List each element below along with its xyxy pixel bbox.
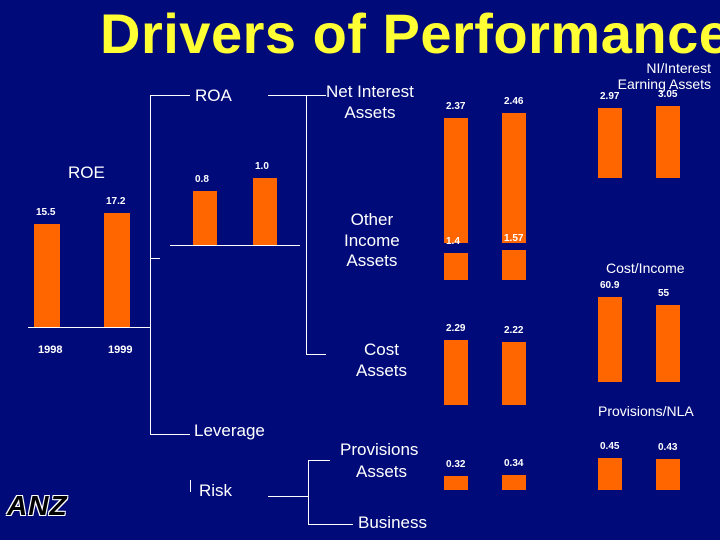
cost-income-value-label: 60.9 (600, 280, 620, 291)
roa-bar (193, 191, 217, 245)
provisions-nla-bar (656, 459, 680, 490)
ni-interest-earning-assets-bar (598, 108, 622, 178)
business-label: Business (358, 513, 427, 532)
cost-assets-label: Cost Assets (356, 340, 408, 380)
connector-line (308, 460, 330, 461)
cost-income-value-label: 55 (658, 288, 670, 299)
provisions-assets-bar (444, 476, 468, 490)
roe-value-label: 17.2 (106, 196, 126, 207)
connector-line (306, 95, 307, 355)
cost-assets-value-label: 2.22 (504, 325, 524, 336)
other-income-assets-bar (444, 253, 468, 280)
roe-bar (104, 213, 130, 327)
roa-value-label: 1.0 (255, 161, 269, 172)
cost-income-bar (598, 297, 622, 382)
roa-axis-line (170, 245, 300, 246)
other-income-assets-value-label: 1.57 (504, 233, 524, 244)
net-interest-assets-bar (444, 118, 468, 243)
provisions-nla-value-label: 0.43 (658, 442, 678, 453)
roe-category-label: 1998 (38, 344, 63, 356)
provisions-nla-value-label: 0.45 (600, 441, 620, 452)
connector-line (308, 524, 353, 525)
anz-logo: ANZ (7, 490, 68, 521)
net-interest-assets-value-label: 2.46 (504, 96, 524, 107)
connector-line (268, 496, 308, 497)
connector-line (268, 95, 326, 96)
roe-label: ROE (68, 163, 105, 182)
connector-line (306, 354, 326, 355)
provisions-assets-value-label: 0.34 (504, 458, 524, 469)
net-interest-assets-label: Net Interest Assets (326, 82, 414, 122)
roe-axis-line (28, 327, 150, 328)
provisions-assets-value-label: 0.32 (446, 459, 466, 470)
net-interest-assets-value-label: 2.37 (446, 101, 466, 112)
connector-line (308, 460, 309, 524)
provisions-assets-label: Assets (356, 462, 408, 481)
cost-assets-bar (444, 340, 468, 405)
roa-label: ROA (195, 86, 232, 105)
connector-line (150, 95, 151, 435)
roe-value-label: 15.5 (36, 207, 56, 218)
other-income-assets-label: Other Income Assets (344, 210, 400, 271)
provisions-nla-label: Provisions/NLA (598, 403, 694, 419)
cost-assets-value-label: 2.29 (446, 323, 466, 334)
risk-label: Risk (199, 481, 233, 500)
connector-line (150, 434, 190, 435)
ni-interest-earning-assets-value-label: 2.97 (600, 91, 620, 102)
cost-assets-bar (502, 342, 526, 405)
connector-line (150, 258, 160, 259)
ni-earning-assets-label: NI/Interest Earning Assets (617, 60, 711, 93)
roa-value-label: 0.8 (195, 174, 209, 185)
provisions-nla-bar (598, 458, 622, 490)
connector-line (150, 95, 190, 96)
cost-income-label: Cost/Income (606, 260, 685, 276)
other-income-assets-value-label: 1.4 (446, 236, 460, 247)
roe-category-label: 1999 (108, 344, 133, 356)
other-income-assets-bar (502, 250, 526, 280)
net-interest-assets-bar (502, 113, 526, 243)
leverage-label: Leverage (194, 421, 265, 440)
provisions-assets-bar (502, 475, 526, 490)
ni-interest-earning-assets-value-label: 3.05 (658, 89, 678, 100)
roe-bar (34, 224, 60, 327)
ni-interest-earning-assets-bar (656, 106, 680, 178)
roa-bar (253, 178, 277, 245)
page-title: Drivers of Performance (100, 2, 720, 65)
cost-income-bar (656, 305, 680, 382)
connector-line (190, 480, 191, 492)
provisions-label: Provisions (340, 440, 419, 459)
